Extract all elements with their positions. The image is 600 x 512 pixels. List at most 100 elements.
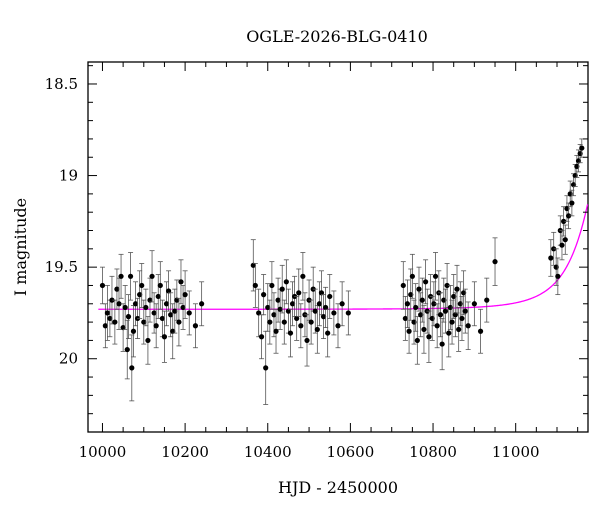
data-point <box>199 281 205 327</box>
data-point <box>137 270 143 319</box>
data-marker <box>104 310 111 316</box>
y-tick-label: 19.5 <box>45 258 78 276</box>
data-marker <box>155 293 161 300</box>
data-point <box>404 279 411 328</box>
data-marker <box>107 315 113 322</box>
data-marker <box>271 312 277 318</box>
y-tick-label: 18.5 <box>45 75 78 93</box>
data-marker <box>345 310 351 316</box>
data-marker <box>316 301 323 307</box>
data-point <box>127 252 134 301</box>
data-point <box>432 252 439 301</box>
data-point <box>287 308 294 358</box>
plot-frame <box>87 61 589 433</box>
data-marker <box>400 282 406 289</box>
data-marker <box>484 297 490 303</box>
data-point <box>439 318 445 371</box>
data-point <box>180 285 186 330</box>
data-point <box>116 277 122 330</box>
data-marker <box>129 365 135 371</box>
data-point <box>314 305 320 354</box>
data-marker <box>145 337 151 344</box>
data-marker <box>285 308 292 314</box>
data-point <box>335 303 341 349</box>
data-marker <box>182 292 188 298</box>
data-marker <box>419 297 425 303</box>
data-point <box>339 281 345 327</box>
data-marker <box>423 279 429 285</box>
data-marker <box>444 282 450 289</box>
data-point <box>145 316 151 365</box>
data-point <box>261 274 267 316</box>
data-marker <box>327 293 333 300</box>
data-marker <box>413 304 419 311</box>
data-marker <box>325 330 331 336</box>
data-marker <box>454 286 460 292</box>
data-point <box>250 239 256 292</box>
data-marker <box>565 213 572 219</box>
data-point <box>449 299 455 345</box>
y-tick-label: 19 <box>59 167 78 185</box>
x-tick-label: 10600 <box>327 443 375 461</box>
data-marker <box>165 288 172 294</box>
data-marker <box>548 255 554 261</box>
data-marker <box>122 304 128 311</box>
data-point <box>112 299 118 345</box>
data-marker <box>492 259 498 265</box>
data-point <box>316 281 323 327</box>
data-marker <box>294 315 300 322</box>
data-point <box>559 230 565 261</box>
chart-title: OGLE-2026-BLG-0410 <box>246 27 428 46</box>
data-marker <box>172 308 178 314</box>
x-axis-label: HJD - 2450000 <box>278 478 398 497</box>
data-point <box>109 275 115 325</box>
data-marker <box>127 273 134 279</box>
y-tick-label: 20 <box>59 350 78 368</box>
data-point <box>143 288 149 327</box>
data-marker <box>296 290 302 296</box>
data-marker <box>261 292 267 298</box>
data-marker <box>449 319 455 325</box>
x-tick-label: 10200 <box>161 443 209 461</box>
data-marker <box>256 310 262 316</box>
data-marker <box>416 286 422 292</box>
data-marker <box>434 323 440 329</box>
data-point <box>182 270 188 319</box>
data-point <box>416 266 422 312</box>
x-tick-label: 10400 <box>244 443 292 461</box>
data-marker <box>149 273 155 279</box>
data-marker <box>555 273 561 279</box>
data-point <box>153 303 159 349</box>
data-point <box>465 301 471 350</box>
data-point <box>331 290 337 336</box>
data-marker <box>170 328 176 334</box>
data-point <box>477 308 484 354</box>
data-marker <box>269 282 275 289</box>
data-point <box>168 292 174 338</box>
data-point <box>174 279 180 321</box>
x-tick-label: 10000 <box>79 443 127 461</box>
data-point <box>172 288 178 334</box>
data-marker <box>279 286 285 292</box>
data-marker <box>320 314 327 320</box>
data-point <box>155 274 161 319</box>
data-marker <box>168 312 174 318</box>
data-marker <box>459 315 465 322</box>
data-marker <box>275 297 281 303</box>
data-point <box>267 299 273 345</box>
data-point <box>308 299 314 345</box>
x-tick-label: 10800 <box>409 443 457 461</box>
data-marker <box>414 337 420 344</box>
data-point <box>562 224 568 255</box>
data-marker <box>130 328 137 334</box>
data-marker <box>312 308 318 314</box>
data-point <box>454 264 460 314</box>
data-marker <box>318 290 325 296</box>
data-marker <box>199 301 205 307</box>
data-marker <box>176 319 182 325</box>
data-point <box>484 277 490 323</box>
data-marker <box>561 218 567 224</box>
data-point <box>271 292 277 338</box>
data-point <box>258 314 265 360</box>
data-marker <box>331 310 337 316</box>
